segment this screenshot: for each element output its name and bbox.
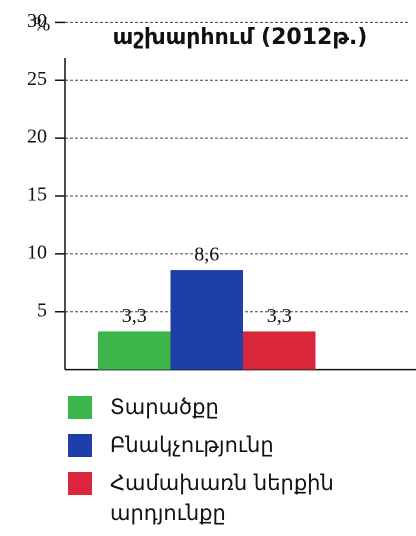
legend-swatch [68,434,92,457]
legend-swatch [68,396,92,419]
legend: Տարածքը Բնակչությունը Համախառն ներքին արդյ… [68,392,408,536]
bar [170,270,243,370]
chart: աշխարհում (2012թ.) % 5 10 15 20 25 30 3,3 8,6 3,… [27,10,416,371]
value-label: 8,6 [194,244,219,266]
value-label: 3,3 [267,305,292,327]
legend-swatch [68,472,92,495]
legend-label: Բնակչությունը [110,433,274,457]
y-tick-label: 20 [27,126,47,148]
y-tick-label: 30 [27,10,47,32]
y-axis-label: % [34,14,51,36]
value-label: 3,3 [122,305,147,327]
legend-item: Բնակչությունը [68,430,408,460]
bar [243,331,316,370]
legend-item: Տարածքը [68,392,408,422]
chart-title: աշխարհում (2012թ.) [113,25,368,50]
y-tick-label: 5 [37,299,47,321]
y-tick-label: 25 [27,68,47,90]
y-tick-label: 15 [27,184,47,206]
bar [98,331,171,370]
legend-label: Համախառն ներքին արդյունքը [110,471,334,525]
legend-label: Տարածքը [110,395,219,419]
legend-item: Համախառն ներքին արդյունքը [68,468,408,528]
y-tick-label: 10 [27,241,47,263]
